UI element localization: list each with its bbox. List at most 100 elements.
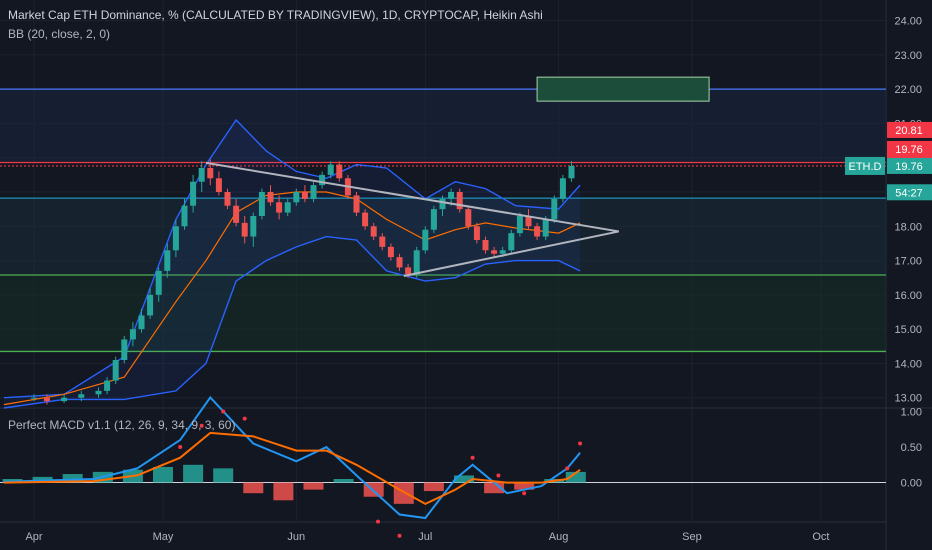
macd-dot [496,473,501,478]
time-tick-label: Sep [682,531,702,543]
candle-body [379,236,386,247]
candle-body [448,192,455,199]
candle-body [155,270,162,295]
candle-body [43,397,50,402]
macd-indicator-label[interactable]: Perfect MACD v1.1 (12, 26, 9, 34, 9, 3, … [8,418,236,432]
macd-dot [178,445,183,450]
price-label-bg [887,140,932,157]
price-label: 19.76 [887,140,932,157]
macd-histogram-bar [183,464,204,483]
price-label-text: 54:27 [895,187,923,199]
bollinger-lower [3,235,581,409]
candle-body [439,198,446,210]
candle-body [456,192,463,210]
candle-body [138,315,145,330]
macd-line [3,395,581,520]
candle-body [164,250,171,271]
macd-tick-label: 1.00 [901,407,922,419]
price-tick-label: 14.00 [894,358,922,370]
price-label: 19.76 [887,157,932,174]
macd-dot [376,519,380,524]
candle-body [353,195,360,213]
price-tick-label: 15.00 [894,324,922,336]
price-tick-label: 13.00 [894,393,922,405]
candle-body [293,192,300,203]
macd-histogram-bar [213,468,234,483]
candle-body [233,205,240,223]
price-tick-label: 24.00 [894,16,922,28]
chart-title: Market Cap ETH Dominance, % (CALCULATED … [8,8,543,22]
macd-histogram-bar [423,482,444,492]
candle-body [121,339,128,360]
candle-body [413,250,420,275]
candle-body [482,240,489,251]
time-tick-label: Apr [25,531,42,543]
candle-body [61,397,68,402]
candle-body [465,209,472,227]
time-tick-label: Jul [418,531,432,543]
candle-body [491,250,498,254]
price-tick-label: 16.00 [894,290,922,302]
candle-body [95,390,102,395]
candle-body [31,397,37,399]
macd-dot [470,455,475,460]
macd-tick-label: 0.00 [901,478,922,490]
candle-body [190,181,197,206]
candle-body [310,185,317,199]
zone-fill [0,89,886,163]
bb-indicator-label[interactable]: BB (20, close, 2, 0) [8,27,111,41]
candle-body [422,229,429,251]
price-label-text: 19.76 [895,161,923,173]
macd-tick-label: 0.50 [901,442,922,454]
candle-body [147,294,154,316]
candle-body [78,394,85,398]
candle-body [250,216,257,237]
macd-dot [221,409,226,414]
target-box [536,76,710,102]
candle-body [181,205,188,227]
candle-body [396,257,403,268]
macd-histogram-bar [273,482,294,501]
candle-body [172,226,179,251]
macd-dot [199,423,204,428]
macd-histogram-bar [153,466,173,483]
candle-body [525,216,532,227]
macd-histogram-bar [333,479,354,483]
symbol-tag-bg [845,156,885,175]
candle-body [336,164,343,179]
candle-body [207,168,214,179]
price-tick-label: 23.00 [894,50,922,62]
triangle-trendline [403,230,620,277]
price-tick-label: 18.00 [894,221,922,233]
candle-body [362,212,369,227]
candle-body [301,192,308,199]
price-label-bg [887,157,932,174]
candle-body [224,192,231,206]
candle-body [258,192,265,216]
macd-histogram-bar [393,482,414,504]
macd-histogram-bar [62,474,83,483]
price-label: 20.81 [887,121,932,138]
candle-body [267,192,274,203]
candle-body [430,209,437,230]
candle-body [568,165,575,179]
bollinger-upper [3,118,581,399]
candle-body [198,168,205,182]
macd-dot [242,416,247,421]
candle-body [104,380,111,391]
candle-body [370,226,377,237]
candle-body [473,226,480,240]
price-label-text: 19.76 [895,144,923,156]
macd-signal-line [3,431,581,506]
time-tick-label: May [153,531,174,543]
macd-dot [578,441,583,446]
candle-body [508,233,515,251]
macd-dot [565,466,570,471]
macd-dot [397,533,402,538]
macd-histogram-bar [303,482,324,490]
triangle-trendline [205,161,619,233]
candle-body [112,360,119,381]
price-tick-label: 17.00 [894,256,922,268]
